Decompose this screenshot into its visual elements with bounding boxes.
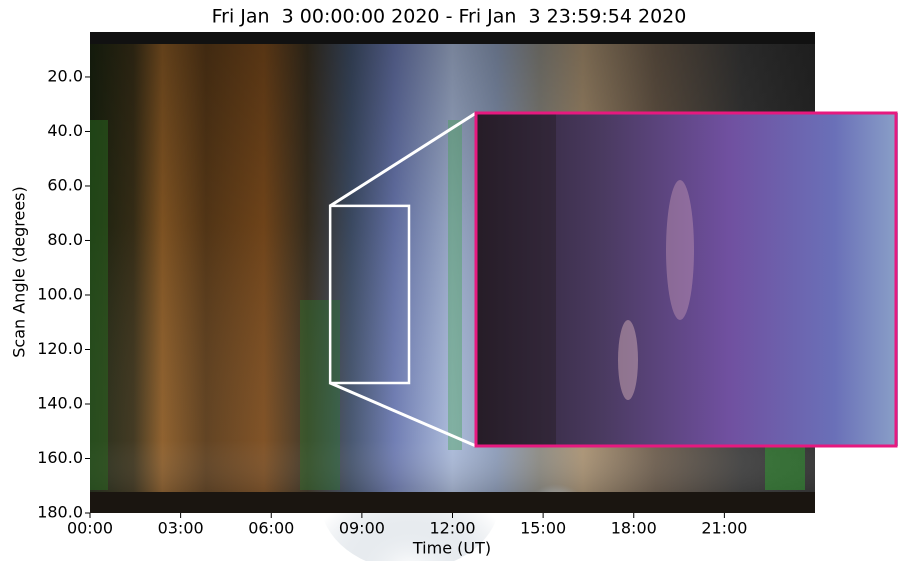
y-tick-label: 80.0 [47, 230, 83, 249]
x-tick-label: 09:00 [339, 519, 385, 538]
x-axis-label: Time (UT) [412, 539, 491, 558]
chart-title: Fri Jan 3 00:00:00 2020 - Fri Jan 3 23:5… [212, 6, 687, 28]
y-tick-label: 120.0 [37, 339, 83, 358]
zoom-inset [476, 113, 898, 446]
y-tick-label: 60.0 [47, 175, 83, 194]
x-tick-label: 15:00 [520, 519, 566, 538]
y-axis-label: Scan Angle (degrees) [10, 186, 29, 358]
y-tick-label: 100.0 [37, 284, 83, 303]
y-tick-label: 140.0 [37, 393, 83, 412]
y-tick-label: 180.0 [37, 503, 83, 522]
y-tick-label: 160.0 [37, 448, 83, 467]
x-tick-label: 06:00 [248, 519, 294, 538]
y-tick-label: 20.0 [47, 66, 83, 85]
x-tick-label: 21:00 [701, 519, 747, 538]
y-tick-label: 40.0 [47, 121, 83, 140]
x-tick-label: 18:00 [611, 519, 657, 538]
x-tick-label: 12:00 [429, 519, 475, 538]
x-tick-label: 03:00 [158, 519, 204, 538]
chart: Fri Jan 3 00:00:00 2020 - Fri Jan 3 23:5… [0, 0, 898, 561]
